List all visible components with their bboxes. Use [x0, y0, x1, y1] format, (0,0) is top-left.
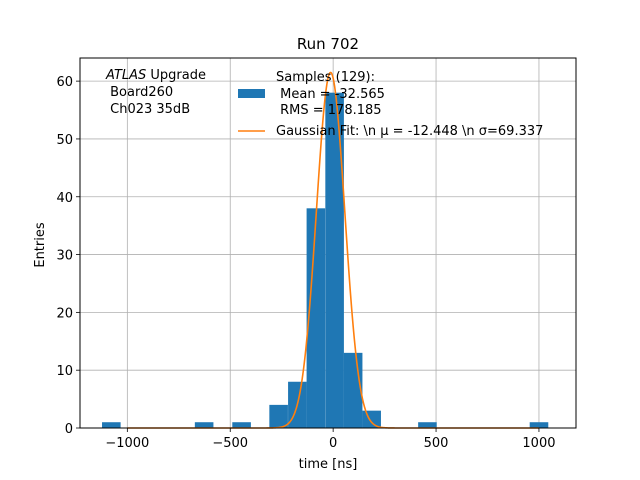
y-tick-label: 20 [56, 306, 73, 321]
y-tick-label: 40 [56, 191, 73, 206]
legend-samples-swatch [238, 89, 265, 98]
legend-samples-line1: Samples (129): [276, 70, 375, 85]
histogram-bar [343, 352, 363, 428]
y-axis-ticks: 0 10 20 30 40 50 60 [56, 75, 80, 437]
x-tick-label: 1000 [522, 436, 555, 451]
x-tick-label: 500 [424, 436, 449, 451]
histogram-bar [362, 410, 381, 428]
annotation-line1: ATLAS Upgrade [105, 68, 206, 83]
plot-frame [79, 57, 577, 429]
annotation-line3: Ch023 35dB [106, 102, 190, 117]
histogram-bar [325, 92, 344, 428]
y-axis-label: Entries [33, 222, 48, 268]
histogram-bar [102, 422, 121, 428]
histogram-bar [194, 422, 214, 428]
x-axis-label: time [ns] [299, 457, 358, 472]
x-tick-label: −1000 [105, 436, 149, 451]
histogram-bar [306, 208, 326, 428]
legend: Samples (129): Mean = -32.565 RMS = 178.… [238, 70, 543, 139]
legend-samples-line2: Mean = -32.565 [276, 87, 385, 102]
y-tick-label: 30 [56, 249, 73, 264]
histogram-bar [269, 404, 288, 428]
x-tick-label: −500 [212, 436, 248, 451]
x-axis-ticks: −1000 −500 0 500 1000 [105, 428, 556, 451]
annotation-line2: Board260 [106, 85, 173, 100]
y-tick-label: 10 [56, 364, 73, 379]
histogram-bar [418, 422, 437, 428]
y-tick-label: 60 [56, 75, 73, 90]
histogram-bar [529, 422, 549, 428]
y-tick-label: 0 [65, 422, 73, 437]
chart-title: Run 702 [297, 35, 359, 53]
annotation-upgrade: Upgrade [146, 68, 206, 83]
annotation: ATLAS Upgrade Board260 Ch023 35dB [105, 68, 206, 117]
y-tick-label: 50 [56, 133, 73, 148]
annotation-atlas: ATLAS [105, 68, 146, 83]
x-tick-label: 0 [329, 436, 337, 451]
histogram-bar [232, 422, 251, 428]
legend-samples-line3: RMS = 178.185 [276, 103, 382, 118]
legend-fit-label: Gaussian Fit: \n μ = -12.448 \n σ=69.337 [276, 124, 543, 139]
histogram-bars [102, 92, 549, 428]
